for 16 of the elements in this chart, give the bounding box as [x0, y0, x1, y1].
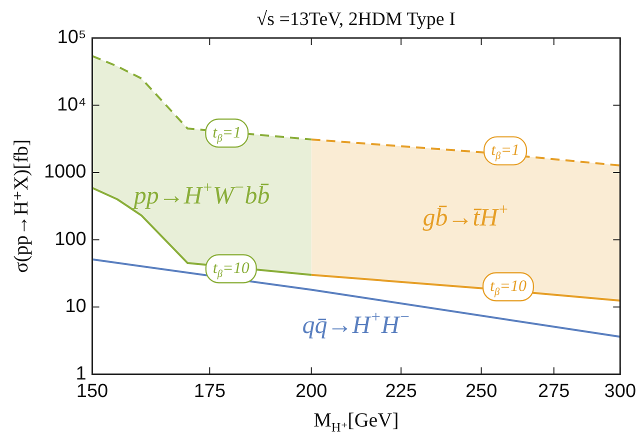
x-tick-label: 250 [465, 380, 498, 402]
x-tick-label: 175 [194, 380, 226, 402]
chart-title: √s =13TeV, 2HDM Type I [256, 8, 456, 30]
x-tick-label: 300 [604, 380, 636, 402]
x-tick-label: 200 [296, 380, 328, 402]
series-label: pp→H+W−bb̄ [132, 178, 270, 210]
y-tick-label: 10 [65, 296, 86, 318]
y-tick-label: 100 [54, 228, 86, 250]
y-tick-label: 10⁵ [57, 27, 86, 48]
series-label: qq̄→H+H− [302, 308, 410, 340]
y-tick-label: 10⁴ [56, 94, 86, 116]
x-tick-label: 275 [538, 380, 570, 402]
y-tick-label: 1000 [44, 162, 86, 183]
x-tick-label: 225 [385, 380, 417, 402]
y-axis-title: σ(pp→H⁺X)[fb] [10, 139, 32, 273]
series-label: gb̄→t̄H+ [422, 200, 509, 232]
